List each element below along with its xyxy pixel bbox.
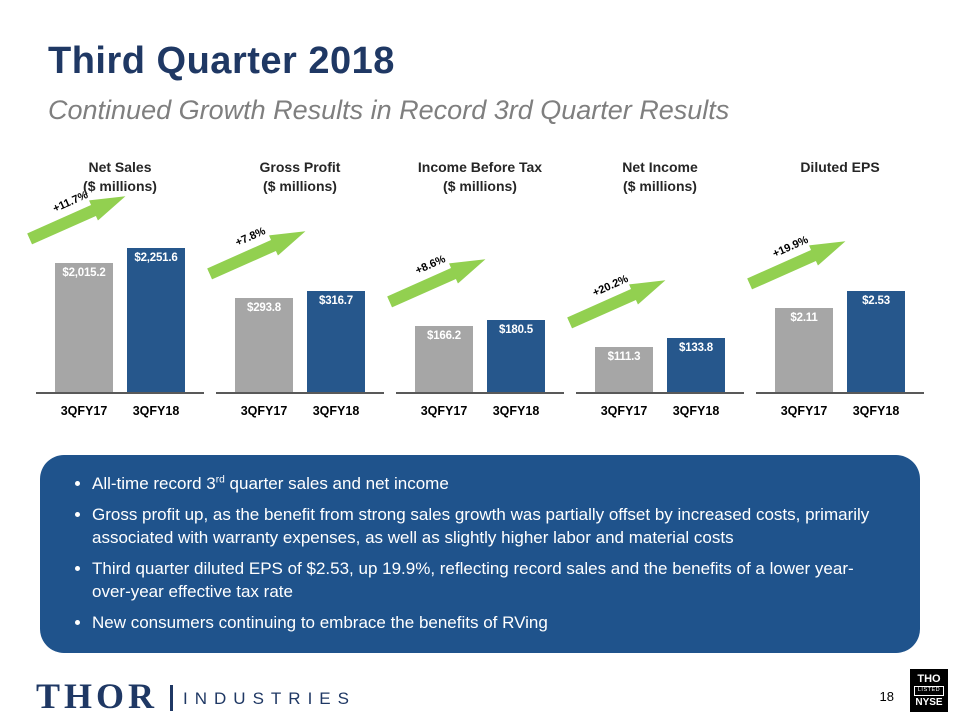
bar-prior-year: $293.8 (235, 298, 293, 392)
exchange-label: NYSE (915, 697, 943, 708)
x-axis-labels: 3QFY17 3QFY18 (756, 404, 924, 418)
up-right-arrow-icon (387, 259, 486, 308)
bar-prior-year: $2.11 (775, 308, 833, 392)
bars-area: +11.7% $2,015.2 $2,251.6 (27, 189, 204, 394)
chart-title: Net Sales ($ millions) (30, 158, 210, 204)
chart-title: Diluted EPS (750, 158, 930, 204)
chart-title-line2: ($ millions) (623, 177, 697, 194)
chart-title-line2: ($ millions) (263, 177, 337, 194)
x-tick-label-prior: 3QFY17 (60, 404, 108, 418)
bar-current-year: $316.7 (307, 291, 365, 392)
x-axis-labels: 3QFY17 3QFY18 (216, 404, 384, 418)
chart-plot: +19.9% $2.11 $2.53 3QFY17 3QFY18 (747, 204, 930, 424)
page-title: Third Quarter 2018 (48, 40, 395, 82)
logo-divider (170, 685, 174, 711)
bar-chart: Net Sales ($ millions) +11.7% $2,015.2 (27, 158, 210, 424)
growth-arrow: +19.9% (740, 220, 850, 294)
x-tick-label-prior: 3QFY17 (420, 404, 468, 418)
nyse-listed-badge: THO LISTED NYSE (910, 669, 948, 712)
bars-area: +8.6% $166.2 $180.5 (387, 227, 564, 394)
chart-title: Income Before Tax ($ millions) (390, 158, 570, 204)
chart-title-line1: Diluted EPS (800, 159, 880, 175)
footer-right: 18 THO LISTED NYSE (880, 669, 948, 712)
slide-footer: THOR INDUSTRIES 18 THO LISTED NYSE (36, 662, 948, 716)
chart-title-line2: ($ millions) (443, 177, 517, 194)
bar-value-prior: $166.2 (427, 330, 461, 342)
charts-row: Net Sales ($ millions) +11.7% $2,015.2 (27, 158, 930, 424)
bar-prior-year: $166.2 (415, 326, 473, 392)
growth-arrow: +7.8% (200, 210, 310, 284)
bar-value-current: $2.53 (862, 295, 890, 307)
x-tick-label-prior: 3QFY17 (780, 404, 828, 418)
up-right-arrow-icon (207, 231, 306, 280)
chart-plot: +20.2% $111.3 $133.8 3QFY17 3QFY18 (567, 204, 750, 424)
chart-title-line1: Gross Profit (259, 159, 341, 175)
thor-industries-logo: THOR INDUSTRIES (36, 675, 356, 716)
bar-value-current: $316.7 (319, 295, 353, 307)
bars-area: +20.2% $111.3 $133.8 (567, 227, 744, 394)
bar-value-prior: $2.11 (790, 312, 818, 324)
bar-value-prior: $293.8 (247, 302, 281, 314)
bullet-item: Third quarter diluted EPS of $2.53, up 1… (92, 558, 890, 603)
bars-area: +19.9% $2.11 $2.53 (747, 227, 924, 394)
up-right-arrow-icon (27, 196, 126, 245)
up-right-arrow-icon (747, 241, 846, 290)
bullet-item: All-time record 3rd quarter sales and ne… (92, 473, 890, 495)
bar-value-prior: $111.3 (607, 351, 641, 363)
highlights-box: All-time record 3rd quarter sales and ne… (40, 455, 920, 653)
logo-secondary: INDUSTRIES (183, 689, 356, 708)
chart-plot: +8.6% $166.2 $180.5 3QFY17 3QFY18 (387, 204, 570, 424)
bars-area: +7.8% $293.8 $316.7 (207, 225, 384, 394)
bar-chart: Diluted EPS +19.9% $2.11 $2.53 (747, 158, 930, 424)
bullet-item: Gross profit up, as the benefit from str… (92, 504, 890, 549)
up-right-arrow-icon (567, 280, 666, 329)
chart-plot: +7.8% $293.8 $316.7 3QFY17 3QFY18 (207, 204, 390, 424)
listed-label: LISTED (914, 686, 944, 696)
x-tick-label-prior: 3QFY17 (600, 404, 648, 418)
page-subtitle: Continued Growth Results in Record 3rd Q… (48, 95, 730, 125)
bullet-item: New consumers continuing to embrace the … (92, 612, 890, 634)
bar-current-year: $133.8 (667, 338, 725, 392)
bar-current-year: $2.53 (847, 291, 905, 392)
chart-title-line1: Net Income (622, 159, 698, 175)
x-tick-label-prior: 3QFY17 (240, 404, 288, 418)
page-number: 18 (879, 689, 894, 704)
chart-plot: +11.7% $2,015.2 $2,251.6 3QFY17 3QFY18 (27, 189, 210, 424)
bar-value-current: $180.5 (499, 324, 533, 336)
logo-wordmark: THOR (36, 675, 159, 716)
bar-chart: Income Before Tax ($ millions) +8.6% $16… (387, 158, 570, 424)
bar-value-prior: $2,015.2 (62, 267, 106, 279)
bar-prior-year: $2,015.2 (55, 263, 113, 392)
bar-current-year: $2,251.6 (127, 248, 185, 392)
ticker-symbol: THO (917, 673, 941, 686)
x-tick-label-current: 3QFY18 (672, 404, 720, 418)
slide-header: Third Quarter 2018 Continued Growth Resu… (48, 40, 912, 126)
chart-title-line2: ($ millions) (83, 177, 157, 194)
growth-arrow: +8.6% (380, 238, 490, 312)
chart-title-line1: Income Before Tax (417, 159, 543, 175)
chart-title: Net Income ($ millions) (570, 158, 750, 204)
bar-prior-year: $111.3 (595, 347, 653, 392)
bar-value-current: $2,251.6 (134, 252, 178, 264)
highlights-list: All-time record 3rd quarter sales and ne… (70, 473, 890, 635)
bar-current-year: $180.5 (487, 320, 545, 392)
x-tick-label-current: 3QFY18 (492, 404, 540, 418)
chart-title-line1: Net Sales (88, 159, 152, 175)
bar-chart: Gross Profit ($ millions) +7.8% $293.8 (207, 158, 390, 424)
chart-title: Gross Profit ($ millions) (210, 158, 390, 204)
x-axis-labels: 3QFY17 3QFY18 (576, 404, 744, 418)
x-tick-label-current: 3QFY18 (312, 404, 360, 418)
x-axis-labels: 3QFY17 3QFY18 (396, 404, 564, 418)
x-axis-labels: 3QFY17 3QFY18 (36, 404, 204, 418)
bar-value-current: $133.8 (679, 342, 713, 354)
x-tick-label-current: 3QFY18 (132, 404, 180, 418)
x-tick-label-current: 3QFY18 (852, 404, 900, 418)
growth-arrow: +11.7% (20, 175, 130, 249)
bar-chart: Net Income ($ millions) +20.2% $111.3 (567, 158, 750, 424)
growth-arrow: +20.2% (560, 259, 670, 333)
